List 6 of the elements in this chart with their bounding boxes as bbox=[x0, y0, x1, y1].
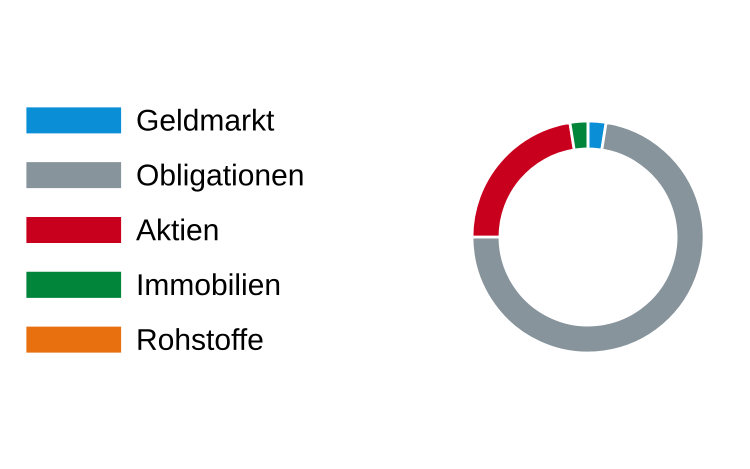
legend-label: Rohstoffe bbox=[138, 328, 263, 350]
legend-label: Immobilien bbox=[138, 273, 280, 296]
legend-label: Obligationen bbox=[137, 164, 303, 192]
legend-label: Aktien bbox=[136, 218, 218, 240]
donut-slice bbox=[470, 121, 706, 354]
legend-label: Geldmarkt bbox=[138, 108, 274, 131]
